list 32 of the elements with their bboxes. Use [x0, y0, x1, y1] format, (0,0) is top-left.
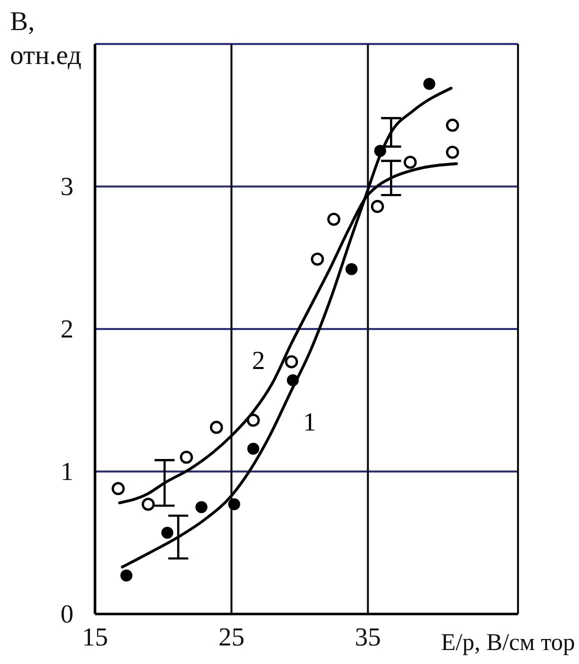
series-label: 2 — [252, 346, 265, 375]
point — [286, 374, 299, 386]
point — [327, 212, 340, 226]
point — [370, 200, 384, 213]
y-axis-title: B, отн.ед — [10, 5, 83, 72]
point — [180, 450, 193, 464]
point — [112, 482, 125, 496]
x-axis-title: E/p, B/см тор — [440, 629, 575, 658]
x-tick-label: 35 — [354, 622, 381, 652]
x-tick-label: 25 — [218, 622, 244, 652]
point — [120, 570, 132, 582]
point — [210, 420, 223, 434]
x-tick-label: 15 — [82, 622, 108, 652]
point — [310, 252, 324, 266]
point — [284, 355, 298, 368]
y-tick-label: 3 — [60, 172, 74, 201]
point — [423, 78, 436, 90]
point — [446, 118, 460, 132]
y-tick-label: 2 — [60, 314, 74, 344]
point — [195, 501, 208, 514]
point — [346, 263, 358, 276]
point — [228, 498, 240, 510]
point — [247, 442, 260, 455]
point — [374, 144, 386, 157]
point — [404, 156, 417, 169]
series-label: 1 — [303, 407, 316, 436]
point — [446, 146, 460, 159]
y-tick-label: 0 — [60, 600, 74, 628]
point — [161, 526, 174, 539]
point — [246, 414, 260, 427]
point — [142, 498, 155, 511]
y-tick-label: 1 — [60, 457, 74, 486]
